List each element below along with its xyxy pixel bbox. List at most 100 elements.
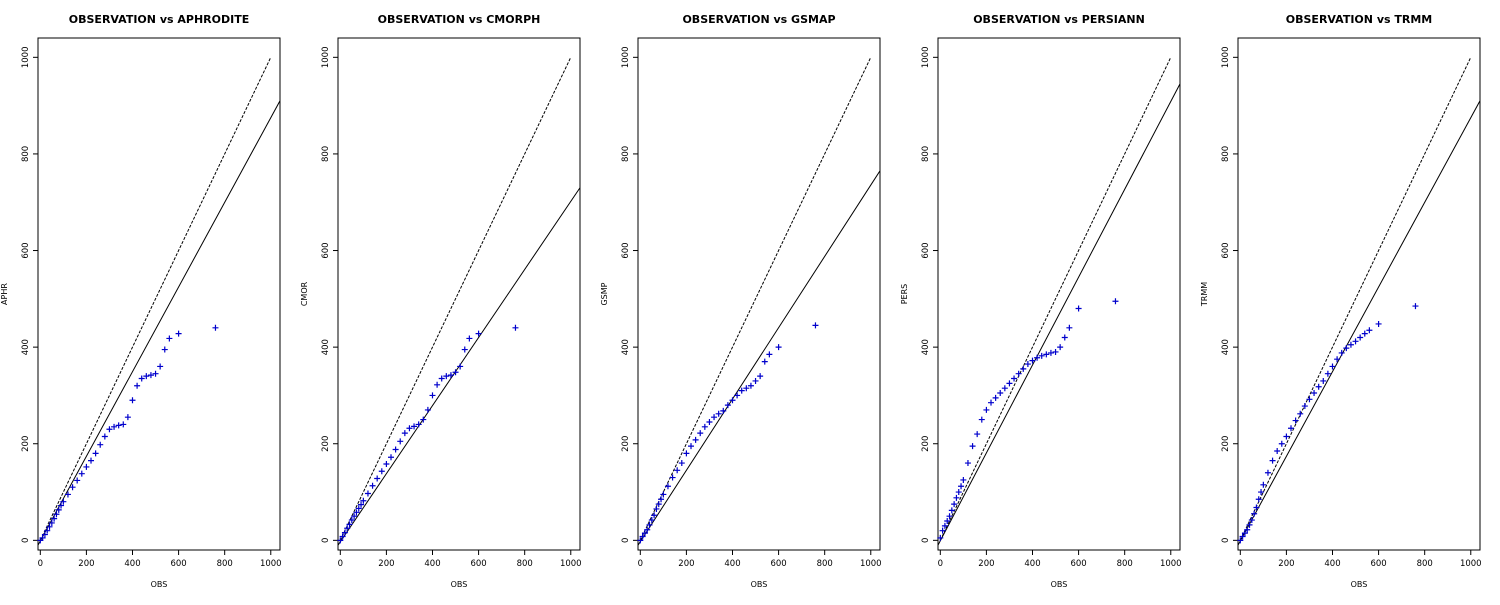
data-point <box>447 372 454 379</box>
y-tick-label: 400 <box>621 339 631 355</box>
x-tick-label: 200 <box>378 559 394 569</box>
data-point <box>415 421 422 428</box>
x-tick-label: 200 <box>978 559 994 569</box>
data-point <box>457 363 464 370</box>
data-point <box>1112 298 1119 305</box>
x-tick-label: 400 <box>124 559 140 569</box>
data-point <box>701 423 708 430</box>
data-point <box>388 454 395 461</box>
data-point <box>46 523 53 530</box>
data-point <box>1006 380 1013 387</box>
x-tick-label: 1000 <box>860 559 882 569</box>
fitted-regression-line <box>1238 100 1480 546</box>
data-point <box>944 518 951 525</box>
data-point <box>161 346 168 353</box>
x-tick-label: 800 <box>1417 559 1433 569</box>
data-point <box>958 483 965 490</box>
data-point <box>1412 303 1419 310</box>
data-point <box>111 423 118 430</box>
data-point <box>706 419 713 425</box>
x-tick-label: 600 <box>170 559 186 569</box>
x-tick-label: 1000 <box>1160 559 1182 569</box>
y-tick-label: 800 <box>321 146 331 162</box>
data-point <box>761 358 768 365</box>
data-point <box>378 468 385 475</box>
data-point <box>64 491 71 498</box>
x-tick-label: 600 <box>1070 559 1086 569</box>
data-point <box>974 431 981 438</box>
data-point <box>653 505 660 512</box>
data-point <box>134 382 141 389</box>
data-point <box>1375 320 1382 327</box>
y-tick-label: 800 <box>621 146 631 162</box>
data-point <box>1020 365 1027 372</box>
plot-frame <box>37 37 281 551</box>
data-point <box>443 373 450 380</box>
data-point <box>58 502 65 509</box>
data-point <box>1015 370 1022 377</box>
data-point <box>78 470 85 477</box>
data-point <box>951 501 958 508</box>
data-point <box>1057 344 1064 351</box>
x-tick-label: 0 <box>638 559 643 569</box>
one-to-one-reference-line <box>339 57 572 541</box>
qq-plot-panel-2: OBSERVATION vs CMORPH 0 200 400 600 800 1000 0 2… <box>300 13 582 589</box>
data-point <box>988 399 995 406</box>
data-point <box>1248 517 1255 524</box>
data-point <box>1361 330 1368 337</box>
data-point <box>337 537 344 544</box>
y-axis-label: CMOR <box>300 281 309 306</box>
x-tick-label: 200 <box>78 559 94 569</box>
data-point <box>369 482 376 489</box>
data-point <box>743 385 750 392</box>
qq-plot-panel-1: OBSERVATION vs APHRODITE 0 200 400 600 800 100… <box>0 13 282 589</box>
data-point <box>1366 327 1373 334</box>
data-point <box>406 425 413 432</box>
y-tick-label: 600 <box>1221 242 1231 258</box>
fitted-regression-line <box>638 170 880 546</box>
data-point <box>143 373 150 380</box>
data-point <box>752 377 759 384</box>
y-tick-label: 400 <box>321 339 331 355</box>
data-point <box>955 489 962 496</box>
data-point <box>658 496 665 503</box>
plot-frame <box>337 37 581 551</box>
data-point <box>152 370 159 377</box>
y-tick-label: 0 <box>921 538 931 543</box>
data-point <box>1334 356 1341 363</box>
data-point <box>355 505 362 512</box>
data-point <box>738 387 745 394</box>
x-tick-label: 400 <box>424 559 440 569</box>
x-tick-label: 0 <box>338 559 343 569</box>
chart-title: OBSERVATION vs CMORPH <box>378 13 541 26</box>
data-point <box>747 382 754 389</box>
data-point <box>692 436 699 443</box>
data-point <box>48 519 55 526</box>
x-tick-label: 800 <box>217 559 233 569</box>
data-point <box>411 423 418 430</box>
data-point <box>1024 361 1031 368</box>
one-to-one-reference-line <box>939 57 1172 541</box>
data-point <box>147 372 154 379</box>
data-point <box>53 511 60 518</box>
data-point <box>660 491 667 498</box>
data-point <box>74 477 81 484</box>
one-to-one-reference-line <box>639 57 872 541</box>
data-point <box>466 335 473 342</box>
data-point <box>339 533 346 540</box>
y-tick-label: 1000 <box>1221 47 1231 69</box>
x-tick-label: 0 <box>938 559 943 569</box>
data-point <box>1246 521 1253 528</box>
data-point <box>766 351 773 358</box>
x-axis-label: OBS <box>151 580 168 589</box>
data-point <box>683 450 690 457</box>
data-point <box>992 394 999 401</box>
y-axis-label: TRMM <box>1200 282 1209 307</box>
data-point <box>812 322 819 329</box>
data-point <box>644 526 651 533</box>
x-tick-label: 400 <box>1024 559 1040 569</box>
x-tick-label: 0 <box>38 559 43 569</box>
data-point <box>1029 357 1036 364</box>
data-point <box>1237 537 1244 544</box>
data-point <box>124 414 131 421</box>
